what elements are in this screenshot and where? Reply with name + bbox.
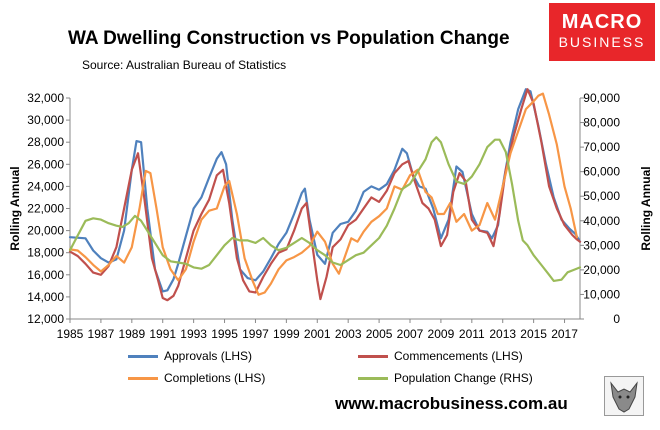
right-tick-label: 90,000	[583, 91, 620, 105]
right-tick-label: 80,000	[583, 116, 620, 130]
x-tick-label: 2005	[366, 327, 393, 341]
macrobusiness-logo: MACRO BUSINESS	[549, 3, 655, 61]
x-tick-label: 2001	[304, 327, 331, 341]
left-tick-label: 14,000	[27, 290, 64, 304]
logo-top-text: MACRO	[561, 11, 643, 33]
left-tick-label: 22,000	[27, 202, 64, 216]
left-tick-label: 32,000	[27, 91, 64, 105]
left-tick-label: 24,000	[27, 179, 64, 193]
x-tick-label: 2015	[520, 327, 547, 341]
right-tick-label: 70,000	[583, 140, 620, 154]
left-tick-label: 16,000	[27, 268, 64, 282]
right-tick-label: 10,000	[583, 287, 620, 301]
wolf-logo-icon	[604, 376, 644, 416]
left-tick-label: 26,000	[27, 157, 64, 171]
left-tick-label: 20,000	[27, 224, 64, 238]
left-tick-label: 18,000	[27, 246, 64, 260]
right-tick-label: 40,000	[583, 214, 620, 228]
x-tick-label: 2003	[335, 327, 362, 341]
chart-title: WA Dwelling Construction vs Population C…	[68, 28, 510, 49]
series-line-commencements	[68, 88, 582, 302]
right-axis-title: Rolling Annual	[639, 166, 653, 250]
chart-subtitle: Source: Australian Bureau of Statistics	[82, 58, 287, 72]
right-tick-label: 0	[613, 312, 620, 326]
x-tick-label: 1999	[273, 327, 300, 341]
right-tick-label: 60,000	[583, 165, 620, 179]
right-tick-label: 20,000	[583, 263, 620, 277]
logo-bottom-text: BUSINESS	[558, 34, 646, 50]
left-tick-label: 30,000	[27, 113, 64, 127]
website-link[interactable]: www.macrobusiness.com.au	[335, 394, 568, 413]
x-tick-label: 1993	[180, 327, 207, 341]
right-tick-label: 30,000	[583, 238, 620, 252]
series-line-completions	[68, 92, 578, 296]
x-tick-label: 1987	[88, 327, 115, 341]
x-tick-label: 2017	[551, 327, 578, 341]
x-tick-label: 1995	[211, 327, 238, 341]
x-tick-label: 2009	[428, 327, 455, 341]
series-line-population	[68, 136, 582, 282]
left-tick-label: 28,000	[27, 135, 64, 149]
left-axis-title: Rolling Annual	[8, 166, 22, 250]
x-tick-label: 1989	[118, 327, 145, 341]
x-tick-label: 1997	[242, 327, 269, 341]
x-tick-label: 1991	[149, 327, 176, 341]
x-tick-label: 1985	[57, 327, 84, 341]
x-tick-label: 2013	[489, 327, 516, 341]
x-tick-label: 2011	[459, 327, 485, 341]
left-tick-label: 12,000	[27, 312, 64, 326]
right-tick-label: 50,000	[583, 189, 620, 203]
x-tick-label: 2007	[397, 327, 424, 341]
